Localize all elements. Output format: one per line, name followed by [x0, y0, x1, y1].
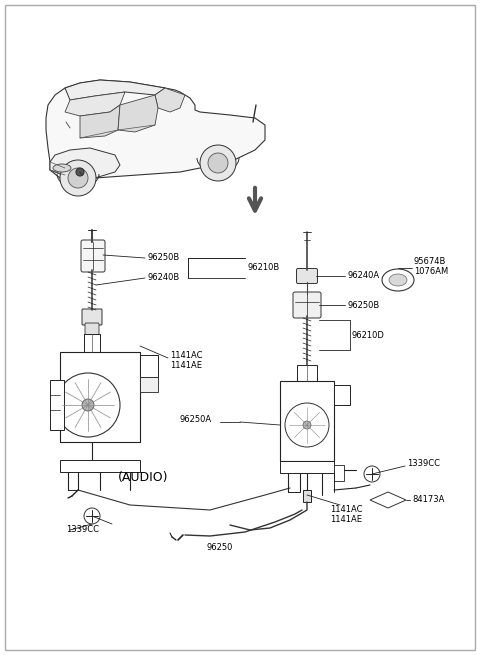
Text: 95674B: 95674B	[414, 257, 446, 267]
Text: 1339CC: 1339CC	[66, 525, 99, 534]
Circle shape	[364, 466, 380, 482]
FancyBboxPatch shape	[293, 292, 321, 318]
Circle shape	[84, 508, 100, 524]
Circle shape	[200, 145, 236, 181]
Bar	[280, 461, 334, 473]
Polygon shape	[370, 492, 406, 508]
Text: (AUDIO): (AUDIO)	[118, 472, 168, 485]
Text: 96210B: 96210B	[247, 263, 279, 272]
Polygon shape	[155, 88, 185, 112]
Polygon shape	[46, 80, 265, 180]
Text: 96250B: 96250B	[147, 253, 179, 263]
Circle shape	[76, 168, 84, 176]
Circle shape	[208, 153, 228, 173]
FancyBboxPatch shape	[297, 269, 317, 284]
Bar	[50, 380, 64, 430]
Text: 1076AM: 1076AM	[414, 267, 448, 276]
Text: 1141AE: 1141AE	[330, 515, 362, 525]
Circle shape	[56, 373, 120, 437]
Text: 1141AE: 1141AE	[170, 360, 202, 369]
Bar	[60, 460, 140, 472]
Bar	[303, 490, 311, 502]
Circle shape	[303, 421, 311, 429]
Ellipse shape	[53, 164, 71, 172]
Ellipse shape	[389, 274, 407, 286]
Circle shape	[285, 403, 329, 447]
Circle shape	[82, 399, 94, 411]
FancyBboxPatch shape	[85, 323, 99, 335]
Text: 1141AC: 1141AC	[170, 350, 203, 360]
Polygon shape	[80, 105, 120, 138]
Polygon shape	[50, 148, 120, 180]
Circle shape	[60, 160, 96, 196]
Bar	[280, 381, 334, 461]
Bar	[140, 377, 158, 392]
Bar	[297, 365, 317, 381]
Bar	[84, 334, 100, 352]
FancyBboxPatch shape	[82, 309, 102, 325]
Polygon shape	[118, 95, 158, 132]
Text: 96240B: 96240B	[147, 274, 179, 282]
Text: 96250B: 96250B	[347, 301, 379, 310]
Polygon shape	[65, 92, 125, 116]
Bar	[334, 385, 350, 405]
Text: 1339CC: 1339CC	[407, 460, 440, 468]
FancyBboxPatch shape	[81, 240, 105, 272]
Ellipse shape	[382, 269, 414, 291]
Text: 96250: 96250	[207, 544, 233, 553]
Text: 84173A: 84173A	[412, 495, 444, 504]
Bar	[334, 465, 344, 481]
Text: 96210D: 96210D	[352, 331, 385, 339]
Bar	[140, 355, 158, 377]
Polygon shape	[65, 80, 165, 100]
Bar	[60, 352, 140, 442]
Text: 96240A: 96240A	[347, 272, 379, 280]
Text: 96250A: 96250A	[180, 415, 212, 424]
Text: 1141AC: 1141AC	[330, 506, 362, 514]
Circle shape	[68, 168, 88, 188]
